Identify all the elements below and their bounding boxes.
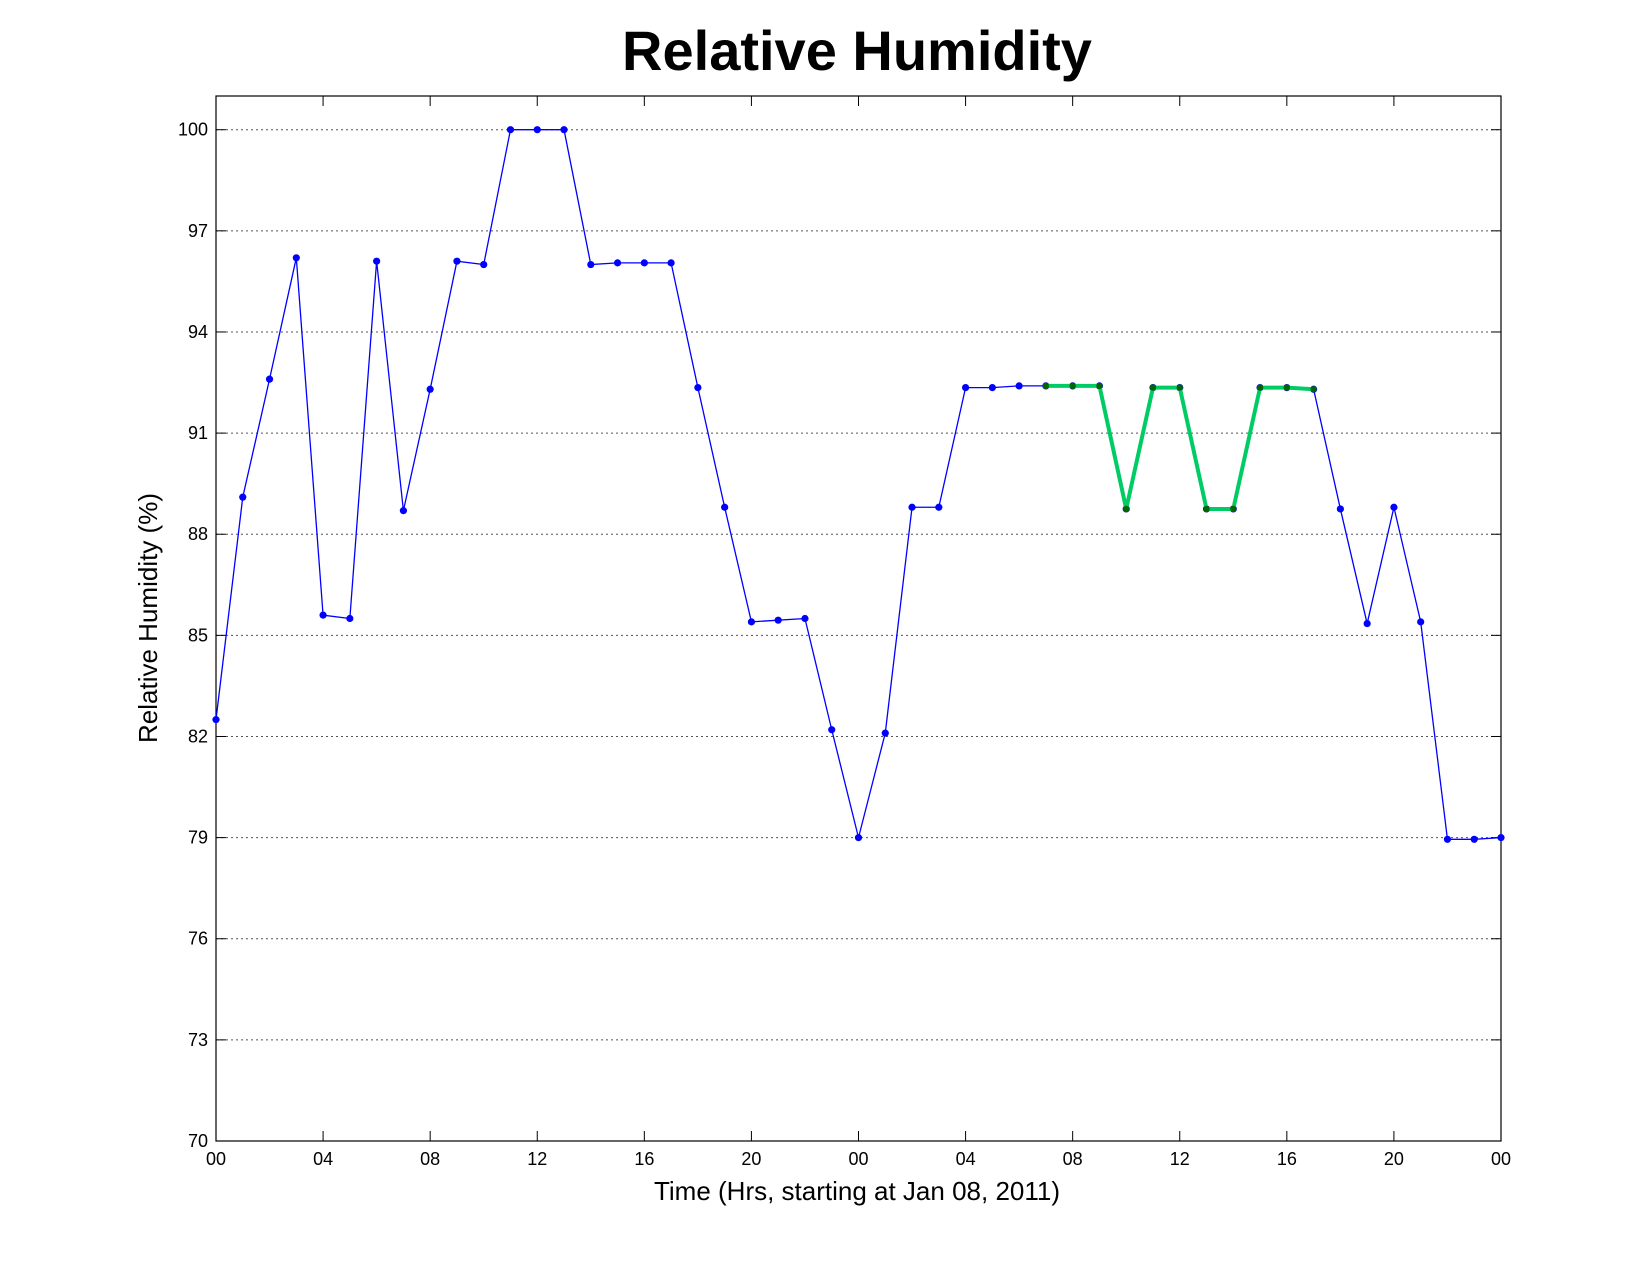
series-1-point	[854, 834, 863, 842]
x-tick-label: 04	[956, 1149, 976, 1169]
y-tick-label: 82	[188, 726, 208, 746]
x-tick-label: 00	[1491, 1149, 1511, 1169]
series-1-point	[373, 257, 381, 265]
x-tick-label: 08	[1063, 1149, 1083, 1169]
series-2-point	[1069, 382, 1076, 390]
series-1-point	[453, 257, 461, 265]
x-tick-label: 00	[848, 1149, 868, 1169]
series-1-point	[1470, 835, 1478, 843]
series-1-point	[346, 614, 354, 623]
grid-lines	[216, 129, 1501, 1041]
y-tick-label: 79	[188, 828, 208, 848]
series-2-point	[1256, 384, 1264, 391]
series-1-point	[506, 126, 515, 134]
series-1-point	[828, 726, 836, 734]
series-1-point	[881, 729, 889, 737]
series-layer	[212, 126, 1505, 843]
y-tick-label: 76	[188, 929, 208, 949]
series-2-point	[1042, 382, 1050, 390]
series-1-point	[533, 126, 541, 134]
y-tick-label: 88	[188, 524, 208, 544]
series-2-point	[1149, 384, 1157, 391]
series-1-point	[1443, 835, 1452, 843]
series-1-point	[961, 383, 970, 392]
y-tick-label: 97	[188, 221, 208, 241]
y-tick-label: 73	[188, 1030, 208, 1050]
series-1-point	[1417, 618, 1425, 626]
series-2-point	[1096, 382, 1103, 390]
series-1-point	[426, 385, 434, 393]
series-1-point	[640, 259, 648, 267]
series-1-point	[587, 260, 595, 269]
series-2-point	[1230, 505, 1237, 513]
y-tick-label: 70	[188, 1131, 208, 1151]
series-1-point	[292, 254, 300, 262]
series-1-point	[774, 616, 782, 624]
series-1-point	[908, 503, 916, 511]
x-tick-label: 12	[1170, 1149, 1190, 1169]
series-2-point	[1310, 386, 1317, 393]
x-tick-label: 04	[313, 1149, 333, 1169]
series-1-point	[1363, 619, 1371, 628]
series-2-point	[1283, 384, 1291, 391]
y-tick-label: 100	[178, 120, 208, 140]
x-tick-label: 16	[1277, 1149, 1297, 1169]
series-2-point	[1203, 505, 1210, 513]
series-1-point	[239, 493, 247, 501]
plot-area	[215, 95, 1502, 1142]
series-2-point	[1176, 384, 1183, 391]
series-1-point	[721, 503, 729, 511]
series-1-point	[1015, 382, 1023, 390]
x-tick-label: 20	[1384, 1149, 1404, 1169]
y-tick-label: 85	[188, 625, 208, 645]
series-1-point	[613, 259, 622, 267]
series-1-point	[1497, 834, 1505, 842]
x-tick-label: 16	[634, 1149, 654, 1169]
series-1-point	[1390, 503, 1398, 511]
x-tick-label: 20	[741, 1149, 761, 1169]
x-tick-label: 00	[206, 1149, 226, 1169]
y-axis-label: Relative Humidity (%)	[133, 493, 163, 743]
series-1-point	[480, 260, 488, 269]
series-1-line	[215, 129, 1502, 840]
series-1-point	[747, 618, 756, 626]
y-tick-label: 91	[188, 423, 208, 443]
x-axis-label: Time (Hrs, starting at Jan 08, 2011)	[654, 1176, 1060, 1206]
series-2-point	[1123, 505, 1130, 513]
series-2-line	[1045, 383, 1314, 511]
series-1-point	[265, 375, 274, 383]
series-1-point	[212, 716, 220, 724]
series-1-point	[560, 126, 568, 134]
series-1-point	[1336, 505, 1344, 513]
y-tick-label: 94	[188, 322, 208, 342]
series-1-point	[399, 507, 407, 515]
series-1-point	[694, 383, 702, 392]
axis-ticks: 70 73 76 79 82 85 88 91 94 97 100 00 04 08 12 16 20 00 04 0…	[178, 96, 1511, 1169]
chart-title: Relative Humidity	[622, 19, 1092, 82]
x-tick-label: 12	[527, 1149, 547, 1169]
series-1-point	[988, 383, 996, 392]
series-1-point	[801, 614, 809, 623]
series-1-point	[935, 503, 943, 511]
series-1-point	[319, 611, 327, 619]
series-1-point	[667, 259, 675, 267]
x-tick-label: 08	[420, 1149, 440, 1169]
